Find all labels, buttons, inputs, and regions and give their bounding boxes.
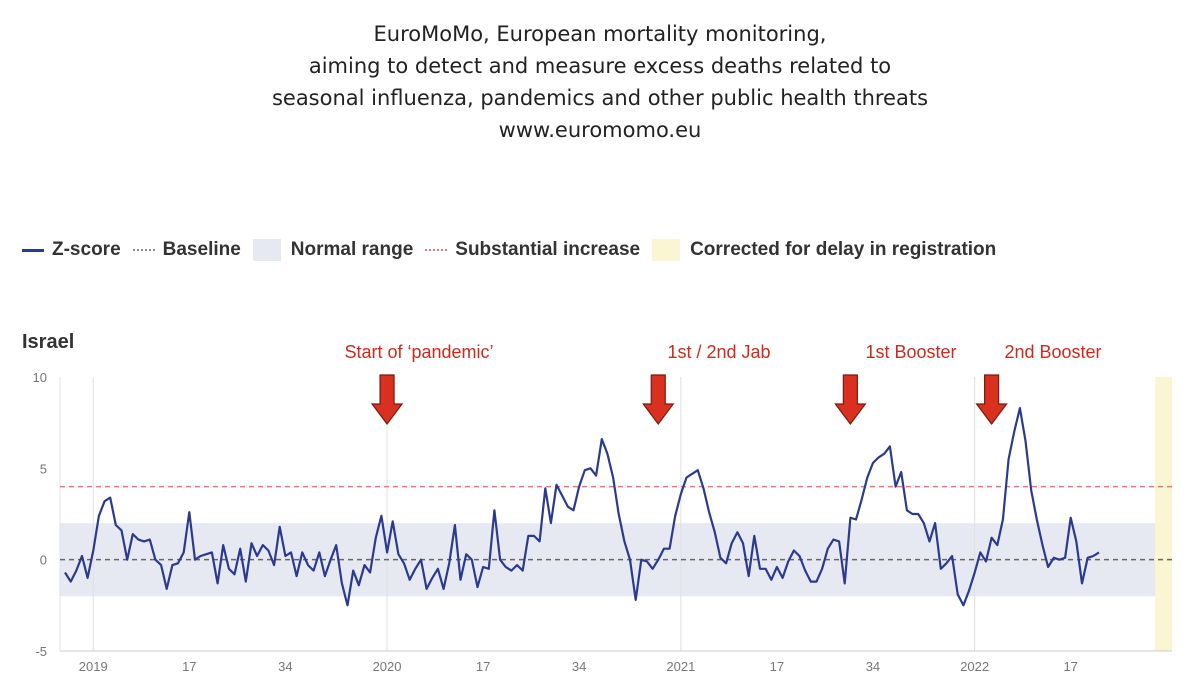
legend-label-normal-range: Normal range (290, 239, 414, 260)
legend-item-delay-correction[interactable]: Corrected for delay in registration (652, 239, 996, 261)
x-tick-label: 17 (1063, 659, 1077, 674)
delay-band (1155, 377, 1172, 651)
normal-range-swatch (252, 239, 281, 261)
legend-label-delay-correction: Corrected for delay in registration (690, 239, 997, 260)
legend-item-zscore[interactable]: Z-score (22, 239, 121, 261)
header-line-1: EuroMoMo, European mortality monitoring, (373, 22, 827, 46)
legend-label-zscore: Z-score (52, 239, 121, 260)
legend-item-normal-range[interactable]: Normal range (252, 239, 414, 261)
x-tick-label: 17 (182, 659, 196, 674)
substantial-increase-swatch (425, 249, 448, 251)
delay-correction-swatch (652, 239, 681, 261)
legend-item-substantial-increase[interactable]: Substantial increase (425, 239, 640, 261)
x-tick-label: 2021 (666, 659, 695, 674)
annotation-label: 1st Booster (865, 342, 956, 362)
x-tick-label: 17 (770, 659, 784, 674)
y-tick-label: 5 (40, 461, 47, 476)
zscore-series-line (64, 406, 1100, 607)
annotation-arrow (834, 374, 867, 425)
country-label: Israel (22, 331, 74, 353)
annotation-label: Start of ‘pandemic’ (344, 342, 493, 362)
y-tick-label: 10 (33, 370, 47, 385)
chart-legend: Z-score Baseline Normal range Substantia… (22, 236, 1008, 264)
header-line-2: aiming to detect and measure excess deat… (308, 54, 892, 78)
x-tick-label: 34 (866, 659, 880, 674)
annotation-arrow (370, 374, 404, 425)
x-tick-label: 2020 (373, 659, 402, 674)
annotation-arrow (642, 374, 675, 425)
legend-label-baseline: Baseline (162, 239, 241, 260)
y-tick-label: -5 (35, 644, 47, 659)
header-line-3: seasonal influenza, pandemics and other … (271, 86, 929, 110)
annotation-arrow (975, 374, 1008, 425)
annotation-label: 1st / 2nd Jab (667, 342, 770, 362)
x-tick-label: 34 (278, 659, 292, 674)
zscore-swatch (22, 248, 44, 252)
zscore-chart: Israel 10 5 0 -5 2019 17 34 2020 17 34 2021 17 34 202… (22, 331, 1172, 674)
plot-area: 10 5 0 -5 2019 17 34 2020 17 34 2021 17 34 2022 17 Star… (33, 342, 1172, 674)
header-line-4: www.euromomo.eu (498, 118, 702, 142)
y-tick-label: 0 (40, 553, 47, 568)
header-text: EuroMoMo, European mortality monitoring,… (0, 18, 1200, 146)
x-tick-label: 2019 (79, 659, 108, 674)
x-tick-label: 17 (476, 659, 490, 674)
legend-item-baseline[interactable]: Baseline (132, 239, 241, 261)
x-tick-label: 34 (572, 659, 586, 674)
annotation-label: 2nd Booster (1004, 342, 1101, 362)
legend-label-substantial-increase: Substantial increase (455, 239, 641, 260)
baseline-swatch (132, 249, 155, 251)
x-tick-label: 2022 (960, 659, 989, 674)
